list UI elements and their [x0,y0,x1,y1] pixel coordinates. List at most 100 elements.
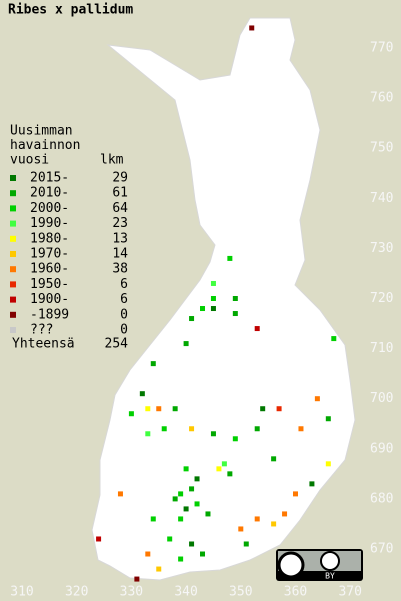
observation-square [243,541,249,547]
observation-square [331,336,337,342]
observation-square [271,456,277,462]
country-outline [91,17,356,581]
observation-square [254,516,260,522]
legend-count: 64 [112,201,128,216]
observation-square [189,316,195,322]
badge-text: BY [325,572,335,581]
x-tick-label: 340 [174,585,197,600]
observation-square [309,481,315,487]
observation-square [254,426,260,432]
x-tick-label: 370 [338,585,361,600]
observation-square [249,25,255,31]
observation-square [96,536,102,542]
map-title: Ribes x pallidum [8,3,133,18]
legend-count: 14 [112,247,128,262]
legend-label: 2000- [30,201,69,216]
observation-square [117,491,123,497]
y-tick-label: 710 [370,341,393,356]
x-tick-label: 310 [10,585,33,600]
legend-swatch [10,220,16,227]
legend-label: 1980- [30,231,69,246]
legend-count: 61 [112,186,128,201]
legend-label: 1900- [30,292,69,307]
badge: BY [276,549,363,581]
observation-square [314,396,320,402]
y-tick-label: 760 [370,91,393,106]
legend-label: 1950- [30,277,69,292]
observation-square [227,255,233,261]
legend-swatch [10,266,16,273]
legend-swatch [10,205,16,212]
y-tick-label: 750 [370,141,393,156]
observation-square [238,526,244,532]
observation-square [200,551,206,557]
observation-square [276,406,282,412]
x-tick-label: 360 [284,585,307,600]
observation-square [178,556,184,562]
observation-square [194,476,200,482]
observation-square [178,516,184,522]
legend-label: 1990- [30,216,69,231]
legend-total: 254 [105,337,129,352]
observation-square [194,501,200,507]
legend-count: 23 [112,216,128,231]
observation-square [325,461,331,467]
observation-square [216,466,222,472]
legend-swatch [10,251,16,257]
legend-swatch [10,281,16,288]
legend-label: 1960- [30,262,69,277]
y-tick-label: 670 [370,542,393,557]
legend-label: -1899 [30,307,69,322]
observation-square [145,431,151,437]
legend-swatch [10,296,16,303]
observation-square [210,306,216,312]
observation-square [210,431,216,437]
observation-square [189,426,195,432]
observation-square [210,280,216,286]
observation-square [210,296,216,301]
observation-square [325,416,331,422]
by-icon [320,551,340,571]
legend-label: ??? [30,323,53,338]
observation-square [189,541,195,547]
observation-square [282,511,288,517]
y-tick-label: 690 [370,441,393,456]
legend-count: 13 [112,231,128,246]
cc-icon [277,551,305,579]
legend-count: 29 [112,171,128,186]
observation-square [156,406,162,412]
legend-swatch [10,327,16,333]
legend-heading: havainnon [10,138,80,153]
y-tick-label: 730 [370,241,393,256]
legend-label: 2010- [30,186,69,201]
observation-square [183,506,189,512]
legend-label: 2015- [30,171,69,186]
legend-count: 0 [120,323,128,338]
y-tick-label: 770 [370,41,393,56]
observation-square [156,566,162,572]
legend-count: 0 [120,307,128,322]
observation-square [145,406,151,412]
legend-count: 38 [112,262,128,277]
y-tick-label: 740 [370,191,393,206]
observation-square [145,551,151,557]
observation-square [183,341,189,347]
legend-count: 6 [120,292,128,307]
observation-square [232,436,238,442]
observation-square [221,461,227,467]
observation-square [183,466,189,472]
observation-square [178,491,184,497]
observation-square [172,496,178,502]
legend-heading: Uusimman [10,124,73,139]
legend-swatch [10,175,16,181]
x-tick-label: 350 [229,585,252,600]
observation-square [254,326,260,332]
observation-square [134,576,140,582]
observation-square [167,536,173,542]
observation-square [150,516,156,522]
observation-square [161,426,167,432]
observation-square [227,471,233,477]
legend-swatch [10,190,16,197]
observation-square [139,391,145,397]
legend-label: 1970- [30,247,69,262]
